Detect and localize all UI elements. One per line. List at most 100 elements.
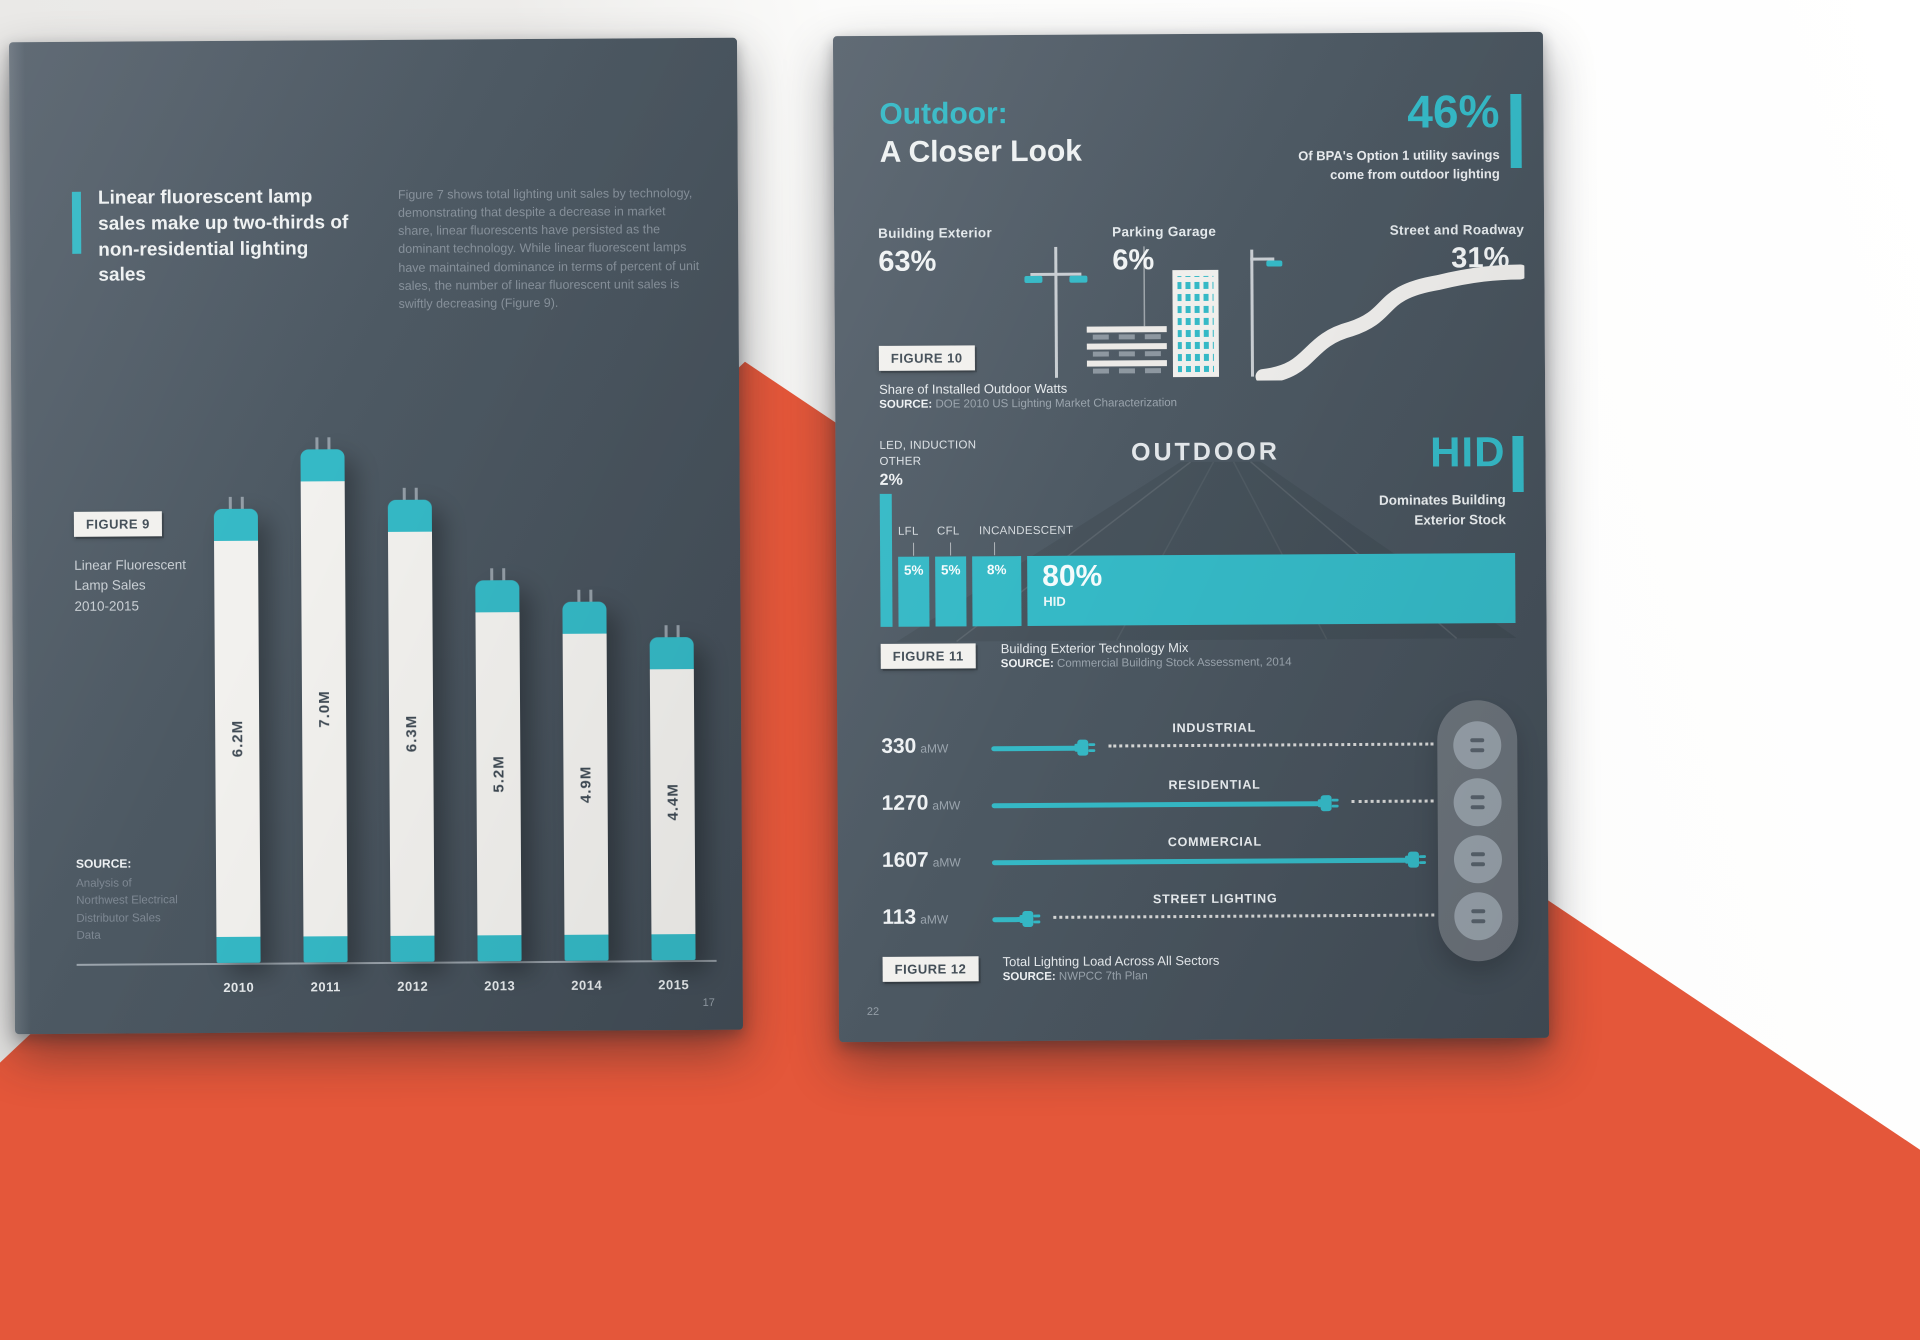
load-track: COMMERCIAL: [991, 830, 1438, 890]
left-intro-paragraph: Figure 7 shows total lighting unit sales…: [397, 186, 700, 311]
segment-name-label: HID: [1043, 593, 1066, 609]
tube-body: 6.2M: [214, 540, 261, 937]
tube-pins: [388, 487, 432, 500]
tube-pins: [650, 625, 694, 638]
page-number-22: 22: [866, 1005, 880, 1018]
source-label: SOURCE:: [75, 856, 132, 871]
load-row-commercial: 1607 aMW COMMERCIAL: [882, 830, 1438, 890]
load-wire: [992, 917, 1022, 923]
bar-value-label: 5.2M: [489, 755, 508, 793]
sector-label: INDUSTRIAL: [1172, 720, 1257, 736]
load-amount: 330: [881, 734, 917, 758]
load-value: 1607 aMW: [882, 848, 961, 872]
year-axis-label: 2013: [484, 978, 516, 994]
stat-46-percent: 46%: [1407, 85, 1500, 138]
load-chart: 330 aMW INDUSTRIAL 1270 aMW RESIDENTIAL 1607 aM…: [881, 717, 1438, 948]
load-unit: aMW: [932, 855, 961, 870]
segment-value-label: 8%: [986, 562, 1007, 578]
building-graphic: [1172, 269, 1220, 378]
tech-mix-chart: 5% 5% 8% 80% HID: [879, 490, 1516, 627]
load-amount: 1607: [881, 848, 929, 872]
source-text: Commercial Building Stock Assessment, 20…: [1056, 656, 1292, 670]
load-track: RESIDENTIAL: [991, 773, 1437, 833]
figure-11-caption: Building Exterior Technology Mix: [1000, 640, 1189, 657]
plug-icon: [1317, 795, 1339, 812]
outlet-icon: [1453, 835, 1503, 884]
source-label: SOURCE:: [879, 398, 933, 411]
year-axis-label: 2015: [658, 977, 690, 993]
share-value: 63%: [878, 245, 937, 278]
tech-segment-cfl: 5%: [935, 556, 967, 627]
tube-pins: [475, 568, 519, 581]
figure-10-source: SOURCE: DOE 2010 US Lighting Market Char…: [879, 397, 1177, 411]
hid-value: HID: [1429, 428, 1506, 476]
figure-12-caption: Total Lighting Load Across All Sectors: [1002, 952, 1220, 970]
load-value: 330 aMW: [881, 734, 948, 758]
page-number-17: 17: [702, 996, 715, 1010]
plug-icon: [1404, 851, 1426, 868]
source-text: NWPCC 7th Plan: [1058, 970, 1148, 983]
tech-segment-incandescent: 8%: [972, 556, 1022, 627]
tube-foot: [651, 934, 696, 961]
led-induction-value: 2%: [879, 471, 903, 489]
bar-value-label: 6.3M: [402, 715, 420, 753]
figure-12-caption-block: Total Lighting Load Across All Sectors S…: [1003, 953, 1220, 983]
dotted-line: [1053, 913, 1435, 919]
load-row-residential: 1270 aMW RESIDENTIAL: [881, 773, 1437, 833]
share-building-exterior: Building Exterior 63%: [878, 225, 992, 279]
bar-value-label: 4.9M: [576, 765, 595, 803]
tube-cap: [213, 508, 259, 541]
tech-segment-hid: 80% HID: [1027, 553, 1516, 627]
outdoor-illustration: [1024, 246, 1526, 383]
outlet-icon: [1453, 721, 1502, 770]
source-text: DOE 2010 US Lighting Market Characteriza…: [935, 397, 1178, 411]
tech-segment-lfl: 5%: [898, 556, 930, 627]
load-value: 1270 aMW: [882, 791, 961, 815]
lamp-tube-bar-2010: 6.2M: [213, 496, 261, 963]
load-row-street-lighting: 113 aMW STREET LIGHTING: [882, 887, 1438, 947]
lamp-tube-bar-2013: 5.2M: [475, 568, 522, 962]
load-wire: [991, 857, 1407, 866]
segment-value-label: 5%: [903, 562, 924, 578]
bar-value-label: 4.4M: [664, 782, 682, 821]
load-track: STREET LIGHTING: [992, 887, 1438, 947]
tube-cap: [475, 580, 520, 613]
tube-body: 6.3M: [387, 531, 435, 936]
figure-10-caption: Share of Installed Outdoor Watts: [879, 380, 1068, 397]
load-row-industrial: 330 aMW INDUSTRIAL: [881, 717, 1437, 777]
stat-accent-bar: [1510, 93, 1522, 169]
share-label: Parking Garage: [1112, 223, 1217, 240]
tube-body: 7.0M: [300, 481, 348, 937]
parking-garage-graphic: [1086, 246, 1167, 374]
figure-12-source: SOURCE: NWPCC 7th Plan: [1003, 970, 1220, 983]
share-label: Street and Roadway: [1389, 221, 1525, 238]
load-track: INDUSTRIAL: [991, 717, 1437, 777]
load-unit: aMW: [932, 798, 961, 813]
lamp-tube-bar-2015: 4.4M: [649, 625, 696, 961]
figure-11-label: FIGURE 11: [880, 643, 976, 669]
left-page: Linear fluorescent lamp sales make up tw…: [8, 37, 744, 1035]
tube-body: 4.9M: [562, 633, 609, 935]
road-graphic: [1255, 264, 1526, 383]
lamp-tube-bar-2014: 4.9M: [562, 589, 609, 961]
load-amount: 1270: [881, 791, 929, 815]
year-axis-label: 2010: [223, 979, 255, 995]
source-text: Analysis of Northwest Electrical Distrib…: [76, 877, 178, 942]
year-axis-label: 2012: [397, 978, 429, 994]
tube-cap: [562, 601, 607, 634]
load-wire: [991, 745, 1077, 752]
headline-accent-bar: [71, 191, 82, 254]
figure-11-caption-block: Building Exterior Technology Mix SOURCE:…: [1001, 639, 1292, 670]
segment-value-label: 80%: [1042, 559, 1103, 593]
tube-cap: [387, 499, 432, 532]
tube-body: 4.4M: [649, 669, 696, 935]
segment-value-label: 5%: [940, 562, 961, 578]
tube-pins: [300, 437, 344, 450]
tube-cap: [649, 637, 694, 670]
figure-10-label: FIGURE 10: [878, 345, 975, 371]
load-value: 113 aMW: [882, 905, 948, 929]
outlet-panel: [1437, 700, 1519, 962]
street-lamp-right: [1250, 249, 1283, 377]
lamp-tube-bar-2012: 6.3M: [387, 487, 435, 962]
sector-label: RESIDENTIAL: [1168, 777, 1261, 793]
